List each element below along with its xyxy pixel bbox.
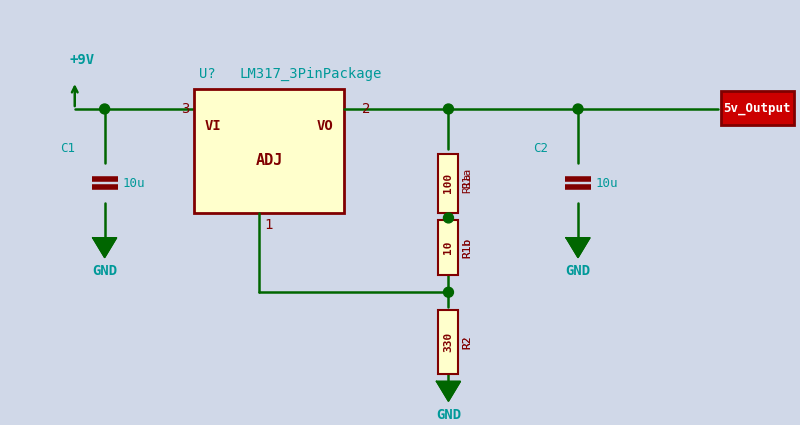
Text: 2: 2: [362, 102, 370, 116]
Text: GND: GND: [436, 408, 461, 422]
Text: VO: VO: [317, 119, 334, 133]
Text: 3: 3: [181, 102, 190, 116]
Circle shape: [100, 104, 110, 114]
Circle shape: [573, 104, 583, 114]
Text: 100: 100: [443, 173, 454, 193]
Text: +9V: +9V: [70, 54, 95, 67]
Text: 5v_Output: 5v_Output: [724, 102, 791, 116]
Polygon shape: [437, 381, 461, 401]
Text: R1a: R1a: [462, 168, 473, 188]
Circle shape: [443, 213, 454, 223]
Text: C2: C2: [533, 142, 548, 155]
FancyBboxPatch shape: [194, 89, 344, 213]
Text: VI: VI: [204, 119, 221, 133]
Circle shape: [443, 104, 454, 114]
Text: 330: 330: [443, 332, 454, 352]
Text: R1b: R1b: [462, 238, 473, 258]
Text: R1a: R1a: [462, 173, 473, 193]
FancyBboxPatch shape: [721, 91, 794, 125]
Text: 1: 1: [264, 218, 273, 232]
Polygon shape: [93, 238, 117, 258]
Circle shape: [443, 287, 454, 297]
Bar: [438, 309, 458, 374]
Text: ADJ: ADJ: [255, 153, 282, 168]
Bar: [438, 153, 458, 213]
Polygon shape: [566, 238, 590, 258]
Text: GND: GND: [566, 264, 590, 278]
Text: LM317_3PinPackage: LM317_3PinPackage: [239, 67, 382, 81]
Text: GND: GND: [92, 264, 118, 278]
Text: R1b: R1b: [462, 238, 473, 258]
Text: 10u: 10u: [122, 177, 145, 190]
Text: 10u: 10u: [596, 177, 618, 190]
Text: R2: R2: [462, 335, 473, 348]
Text: C1: C1: [60, 142, 74, 155]
Bar: [438, 221, 458, 275]
Text: 10: 10: [443, 241, 454, 255]
Text: U?: U?: [199, 67, 216, 81]
Text: R2: R2: [462, 335, 473, 348]
